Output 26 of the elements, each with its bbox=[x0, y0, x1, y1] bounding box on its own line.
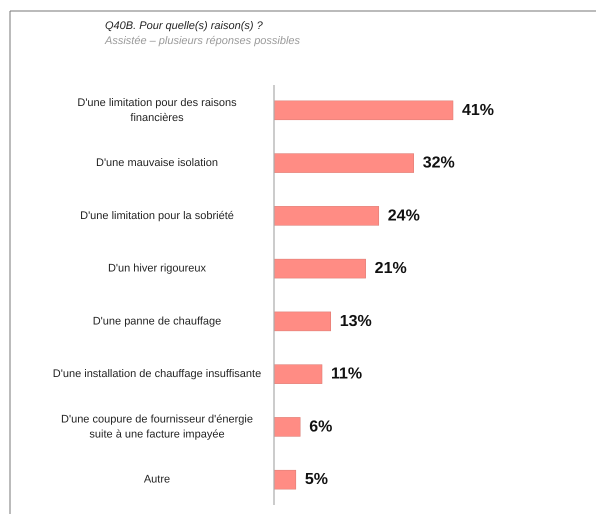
y-tick-label: D'une coupure de fournisseur d'énergie suite à une facture impayée bbox=[61, 413, 253, 440]
data-label: 11% bbox=[331, 366, 362, 383]
bar bbox=[274, 153, 414, 173]
bar bbox=[274, 312, 332, 332]
bar bbox=[274, 470, 296, 490]
y-tick-label: Autre bbox=[144, 474, 170, 486]
bar bbox=[274, 100, 454, 120]
bar bbox=[274, 364, 322, 384]
data-label: 5% bbox=[304, 471, 328, 488]
data-label: 21% bbox=[374, 260, 407, 278]
y-tick-label: D'un hiver rigoureux bbox=[108, 262, 207, 275]
y-tick-label: D'une mauvaise isolation bbox=[96, 157, 218, 170]
data-label: 41% bbox=[462, 102, 494, 119]
y-tick-label: D'une installation de chauffage insuffisante bbox=[52, 368, 262, 380]
y-tick-label: D'une limitation pour des raisons financières bbox=[77, 96, 238, 124]
chart-subtitle: Assistée – plusieurs réponses possibles bbox=[104, 35, 301, 47]
data-label: 24% bbox=[388, 207, 420, 224]
bar bbox=[274, 417, 300, 437]
data-label: 32% bbox=[422, 154, 455, 172]
data-label: 13% bbox=[340, 312, 372, 330]
data-label: 6% bbox=[309, 418, 332, 436]
text: Q40B. Pour quelle(s) raison(s) ? bbox=[105, 20, 264, 32]
bar bbox=[274, 206, 380, 226]
y-tick-label: D'une limitation pour la sobriété bbox=[80, 210, 234, 222]
y-tick-label: D'une panne de chauffage bbox=[92, 315, 222, 328]
bar bbox=[274, 258, 366, 278]
